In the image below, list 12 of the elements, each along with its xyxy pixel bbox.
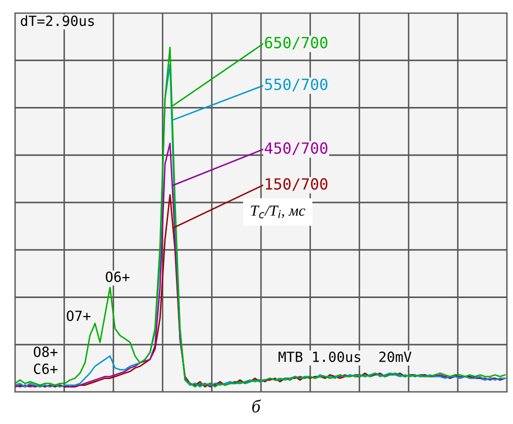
annotation: T$_{c}$/T$_{i}$, мс — [251, 206, 306, 218]
text: 550/700 — [265, 78, 328, 92]
text: 150/700 — [266, 178, 328, 191]
annotation: O8+ — [34, 346, 58, 358]
text: dT=2.90us — [20, 15, 94, 26]
annotation: O7+ — [66, 310, 90, 322]
text: 650/700 — [264, 36, 328, 50]
annotation: C6+ — [34, 364, 58, 374]
text: б — [252, 399, 262, 413]
text: 450/700 — [264, 142, 328, 156]
annotation: MTB 1.00us 20mV — [278, 352, 412, 362]
annotation: O6+ — [106, 272, 130, 282]
